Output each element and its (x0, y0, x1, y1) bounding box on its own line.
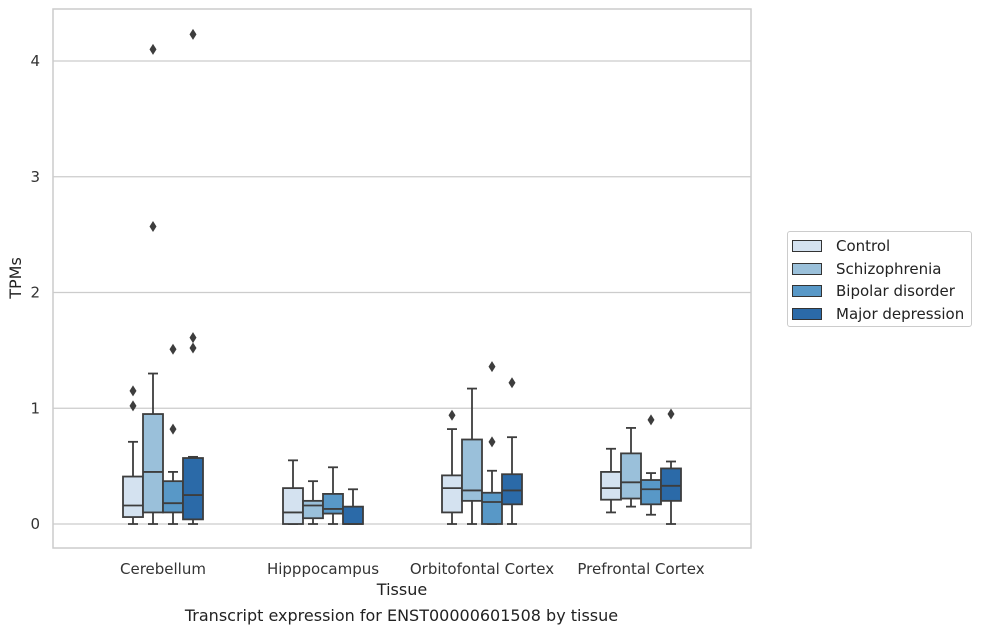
box-body (342, 505, 364, 525)
x-tick-label: Hipppocampus (267, 560, 379, 578)
box-body (600, 471, 622, 501)
box-body (282, 487, 304, 525)
tick-labels: 0 1 2 3 4 Cerebellum Hipppocampus Orbitofontal … (30, 52, 704, 578)
box-2-0 (162, 343, 184, 525)
box-body (441, 474, 463, 514)
legend-swatch (792, 240, 822, 253)
legend: Control Schizophrenia Bipolar disorder Majo… (787, 231, 972, 327)
box-1-3 (620, 427, 642, 508)
box-body (501, 473, 523, 506)
legend-item: Schizophrenia (792, 258, 971, 281)
legend-swatch (792, 285, 822, 298)
x-tick-label: Prefrontal Cortex (577, 560, 704, 578)
box-2-1 (322, 466, 344, 525)
legend-label: Schizophrenia (836, 259, 942, 278)
box-0-2 (441, 409, 463, 525)
box-0-0 (122, 385, 144, 525)
box-body (640, 479, 662, 506)
box-body (481, 491, 503, 525)
outlier-point (488, 361, 496, 373)
legend-label: Bipolar disorder (836, 282, 955, 301)
x-tick-label: Orbitofontal Cortex (410, 560, 554, 578)
x-axis-title: Tissue (376, 580, 427, 599)
outlier-point (149, 43, 157, 55)
box-body (162, 480, 184, 514)
box-body (122, 475, 144, 518)
outlier-point (169, 423, 177, 435)
box-body (182, 457, 204, 521)
box-3-3 (660, 408, 682, 525)
outlier-point (189, 332, 197, 344)
box-body (620, 452, 642, 500)
legend-swatch (792, 307, 822, 320)
outlier-point (448, 409, 456, 421)
legend-swatch (792, 262, 822, 275)
box-2-3 (640, 414, 662, 516)
y-tick-label: 0 (30, 515, 40, 533)
box-body (302, 499, 324, 520)
x-tick-label: Cerebellum (120, 560, 206, 578)
chart-caption: Transcript expression for ENST0000060150… (184, 606, 619, 625)
outlier-point (129, 385, 137, 397)
y-tick-label: 2 (30, 284, 40, 302)
outlier-point (667, 408, 675, 420)
legend-item: Control (792, 235, 971, 258)
y-tick-label: 4 (30, 52, 40, 70)
legend-label: Major depression (836, 304, 965, 323)
outlier-point (488, 436, 496, 448)
box-0-1 (282, 459, 304, 525)
boxes (122, 28, 682, 525)
box-body (142, 413, 164, 514)
outlier-point (129, 400, 137, 412)
box-body (322, 493, 344, 515)
legend-label: Control (836, 237, 891, 256)
legend-item: Bipolar disorder (792, 280, 971, 303)
box-0-3 (600, 447, 622, 514)
outlier-point (169, 343, 177, 355)
outlier-point (508, 377, 516, 389)
box-body (461, 438, 483, 502)
legend-item: Major depression (792, 303, 971, 326)
y-tick-label: 1 (30, 399, 40, 417)
outlier-point (189, 28, 197, 40)
box-body (660, 467, 682, 502)
box-3-2 (501, 377, 523, 525)
y-axis-title: TPMs (6, 257, 25, 300)
box-1-0 (142, 43, 164, 525)
box-3-1 (342, 488, 364, 525)
outlier-point (189, 342, 197, 354)
box-1-2 (461, 387, 483, 525)
box-1-1 (302, 480, 324, 525)
box-3-0 (182, 28, 204, 525)
outlier-point (647, 414, 655, 426)
outlier-point (149, 221, 157, 233)
box-2-2 (481, 361, 503, 525)
y-tick-label: 3 (30, 168, 40, 186)
